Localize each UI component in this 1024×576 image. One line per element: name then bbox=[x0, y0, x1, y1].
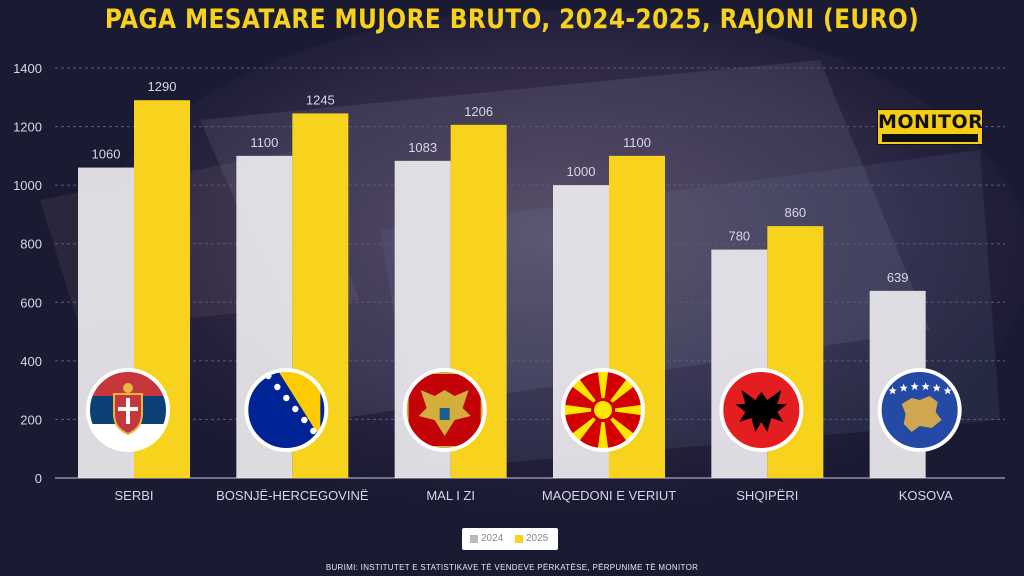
legend-label-2024: 2024 bbox=[481, 533, 504, 544]
logo-strip bbox=[882, 134, 978, 142]
legend-swatch-2024 bbox=[470, 535, 478, 543]
montenegro-flag-icon bbox=[402, 368, 487, 452]
value-label: 860 bbox=[784, 205, 806, 220]
legend-label-2025: 2025 bbox=[526, 533, 549, 544]
flag-ring bbox=[402, 368, 487, 452]
north-macedonia-flag-icon bbox=[561, 368, 645, 452]
legend-swatch-2025 bbox=[515, 535, 523, 543]
x-tick-label: KOSOVA bbox=[899, 488, 953, 503]
y-gridlines bbox=[55, 67, 1005, 479]
y-tick-label: 0 bbox=[35, 471, 42, 486]
flag-ring bbox=[877, 368, 962, 452]
y-tick-label: 800 bbox=[20, 237, 42, 252]
kosovo-flag-icon bbox=[877, 368, 962, 452]
value-label: 780 bbox=[728, 229, 750, 244]
serbia-flag-icon bbox=[86, 368, 170, 452]
flag-ring bbox=[86, 368, 170, 452]
x-tick-label: SHQIPËRI bbox=[736, 488, 798, 503]
bosnia-flag-icon bbox=[244, 368, 329, 452]
value-label: 1206 bbox=[464, 104, 493, 119]
value-label: 1083 bbox=[408, 140, 437, 155]
source-note: BURIMI: INSTITUTET E STATISTIKAVE TË VEN… bbox=[325, 563, 699, 572]
chart-title: PAGA MESATARE MUJORE BRUTO, 2024-2025, R… bbox=[104, 4, 920, 35]
value-label: 1100 bbox=[623, 135, 651, 150]
x-tick-label: BOSNJË-HERCEGOVINË bbox=[216, 488, 369, 503]
y-tick-label: 1200 bbox=[13, 120, 42, 135]
y-tick-label: 400 bbox=[20, 354, 42, 369]
value-label: 1060 bbox=[92, 147, 121, 162]
legend: 2024 2025 bbox=[462, 528, 558, 550]
y-tick-label: 200 bbox=[20, 412, 42, 427]
value-label: 639 bbox=[887, 270, 909, 285]
x-tick-label: MAQEDONI E VERIUT bbox=[542, 488, 676, 503]
logo-text: MONITOR bbox=[878, 111, 984, 133]
value-label: 1290 bbox=[148, 79, 177, 94]
albania-flag-icon bbox=[719, 368, 804, 452]
y-tick-label: 1000 bbox=[13, 178, 42, 193]
x-tick-label: MAL I ZI bbox=[426, 488, 475, 503]
y-axis: 0 200 400 600 800 1000 1200 1400 bbox=[13, 61, 42, 486]
monitor-logo: MONITOR bbox=[877, 109, 983, 145]
flag-ring bbox=[244, 368, 329, 452]
value-labels: 1060 1290 1100 1245 1083 1206 1000 1100 780 860 63… bbox=[92, 79, 909, 285]
value-label: 1245 bbox=[306, 92, 335, 107]
flags bbox=[86, 368, 962, 452]
x-tick-label: SERBI bbox=[114, 488, 153, 503]
value-label: 1100 bbox=[250, 135, 278, 150]
flag-ring bbox=[561, 368, 645, 452]
y-tick-label: 600 bbox=[20, 295, 42, 310]
value-label: 1000 bbox=[567, 164, 596, 179]
flag-ring bbox=[719, 368, 804, 452]
x-axis: SERBI BOSNJË-HERCEGOVINË MAL I ZI MAQEDONI … bbox=[114, 488, 952, 503]
y-tick-label: 1400 bbox=[13, 61, 42, 76]
